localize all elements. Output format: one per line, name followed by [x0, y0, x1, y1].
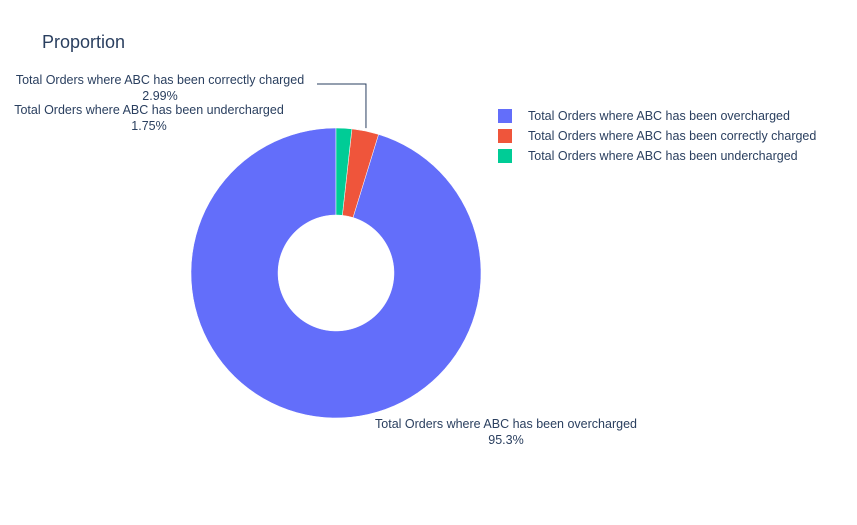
chart-title: Proportion	[42, 32, 126, 52]
slice-percent-undercharged: 1.75%	[131, 119, 166, 133]
legend-item-undercharged[interactable]: Total Orders where ABC has been undercha…	[498, 146, 816, 166]
leader-line-correctly-charged	[317, 83, 367, 129]
slice-percent-overcharged: 95.3%	[488, 433, 523, 447]
legend-swatch-overcharged	[498, 109, 512, 123]
slice-label-correctly-charged: Total Orders where ABC has been correctl…	[16, 73, 304, 87]
legend-item-overcharged[interactable]: Total Orders where ABC has been overchar…	[498, 106, 816, 126]
legend-label-correctly-charged: Total Orders where ABC has been correctl…	[528, 129, 817, 143]
slice-labels-group: Total Orders where ABC has been overchar…	[14, 73, 637, 447]
slices-group	[190, 127, 482, 419]
legend-swatch-correctly-charged	[498, 129, 512, 143]
slice-percent-correctly-charged: 2.99%	[142, 89, 177, 103]
legend-label-undercharged: Total Orders where ABC has been undercha…	[528, 149, 798, 163]
slice-label-overcharged: Total Orders where ABC has been overchar…	[375, 417, 637, 431]
legend: Total Orders where ABC has been overchar…	[498, 106, 816, 166]
slice-label-undercharged: Total Orders where ABC has been undercha…	[14, 103, 284, 117]
slice-undercharged[interactable]	[335, 127, 353, 216]
legend-item-correctly-charged[interactable]: Total Orders where ABC has been correctl…	[498, 126, 816, 146]
slice-overcharged[interactable]	[190, 127, 482, 419]
legend-swatch-undercharged	[498, 149, 512, 163]
legend-label-overcharged: Total Orders where ABC has been overchar…	[528, 109, 790, 123]
